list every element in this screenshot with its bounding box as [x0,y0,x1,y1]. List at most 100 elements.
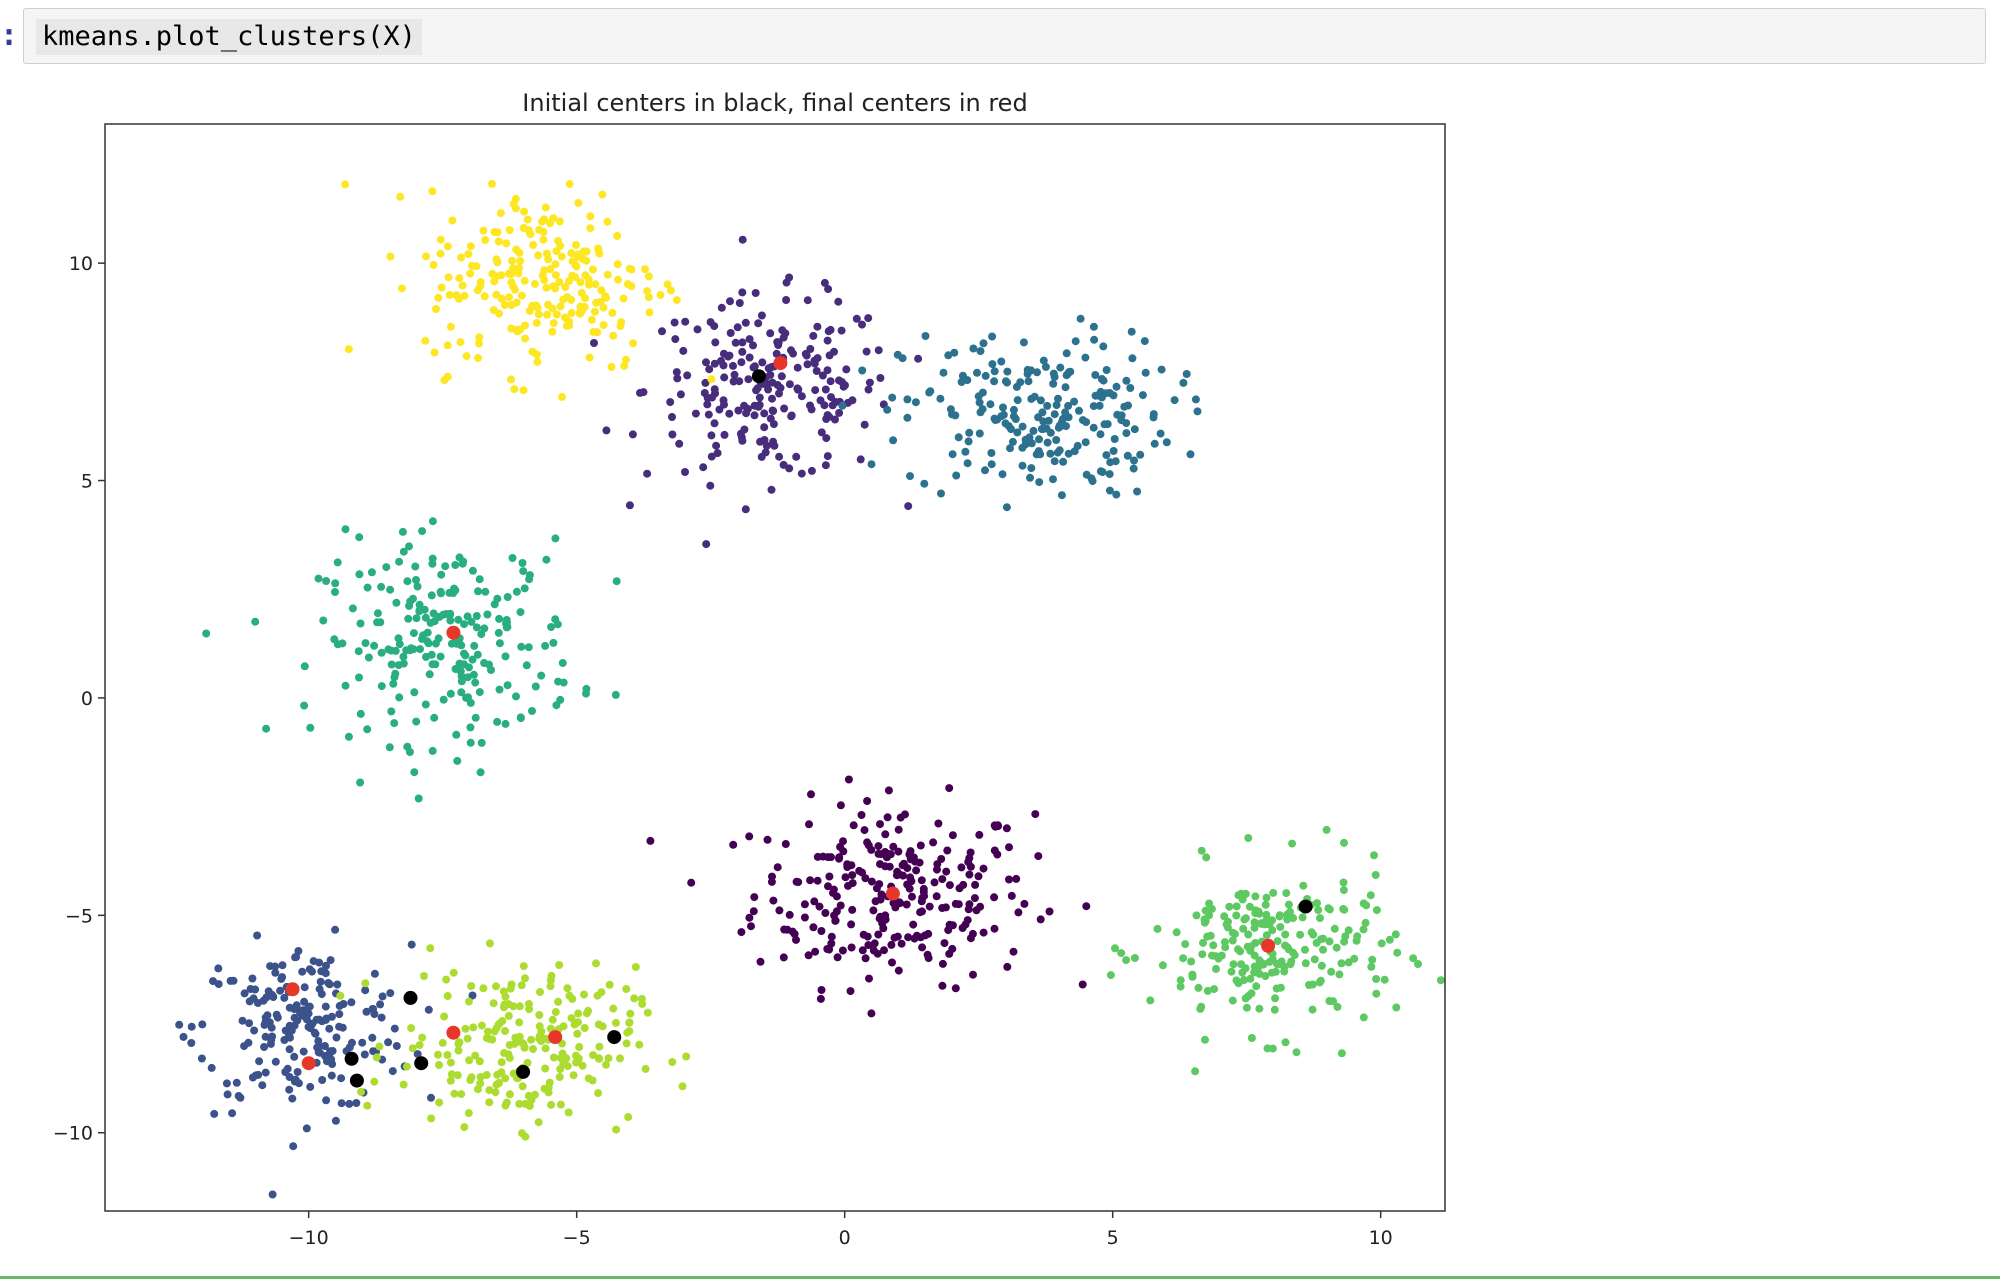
data-point-cluster-4 [389,679,398,688]
data-point-cluster-0 [963,916,972,925]
data-point-cluster-1 [768,394,776,403]
data-point-cluster-0 [847,943,856,952]
data-point-cluster-6 [479,984,488,993]
code-cell[interactable]: kmeans.plot_clusters(X) [23,8,1986,64]
center-markers [285,356,1313,1088]
data-point-cluster-0 [881,915,890,924]
data-point-cluster-2 [302,1124,311,1133]
data-point-cluster-0 [948,944,957,953]
data-point-cluster-1 [681,468,689,476]
data-point-cluster-4 [528,707,536,715]
data-point-cluster-5 [1232,902,1241,911]
data-point-cluster-5 [1187,957,1196,966]
data-point-cluster-5 [1282,889,1291,898]
data-point-cluster-0 [827,932,836,941]
data-point-cluster-0 [968,929,977,938]
data-point-cluster-3 [936,394,945,403]
data-point-cluster-3 [1098,468,1107,477]
data-point-cluster-0 [893,867,902,876]
data-point-cluster-5 [1241,964,1250,973]
data-point-cluster-1 [775,389,783,398]
data-point-cluster-2 [214,980,223,989]
data-point-cluster-7 [551,284,560,293]
data-point-cluster-1 [842,365,851,374]
data-point-cluster-4 [364,653,373,662]
data-point-cluster-7 [586,224,595,233]
data-point-cluster-1 [668,430,677,439]
data-point-cluster-1 [914,354,923,363]
data-point-cluster-6 [492,1024,501,1033]
data-point-cluster-0 [867,877,876,886]
data-point-cluster-4 [457,677,466,686]
data-point-cluster-1 [834,297,843,306]
data-point-cluster-6 [604,1054,613,1063]
data-point-cluster-7 [430,348,439,357]
data-point-cluster-2 [290,1013,299,1022]
data-point-cluster-2 [333,980,342,989]
data-point-cluster-7 [526,229,535,238]
data-point-cluster-3 [997,357,1006,366]
data-point-cluster-4 [361,639,370,648]
data-point-cluster-5 [1146,996,1155,1005]
data-point-cluster-6 [547,1100,556,1109]
data-point-cluster-4 [582,689,590,698]
data-point-cluster-3 [998,470,1007,479]
data-point-cluster-1 [760,409,769,418]
data-point-cluster-5 [1179,954,1188,963]
data-point-cluster-5 [1316,976,1325,985]
data-point-cluster-6 [497,1058,506,1067]
data-point-cluster-7 [552,310,561,319]
data-point-cluster-3 [1091,371,1100,379]
data-point-cluster-2 [384,1038,393,1047]
data-point-cluster-0 [910,934,919,943]
data-point-cluster-4 [437,570,446,579]
data-point-cluster-4 [463,612,472,621]
initial-center-marker [516,1064,531,1079]
data-point-cluster-2 [308,967,316,976]
data-point-cluster-6 [678,1082,687,1091]
data-point-cluster-7 [429,260,438,269]
data-point-cluster-0 [829,888,837,897]
data-point-cluster-5 [1361,918,1370,927]
data-point-cluster-4 [319,616,328,625]
data-point-cluster-2 [388,1067,397,1076]
data-point-cluster-1 [658,327,666,336]
data-point-cluster-5 [1268,1044,1277,1053]
data-point-cluster-7 [497,294,506,303]
data-point-cluster-6 [515,1002,524,1011]
code-input[interactable]: kmeans.plot_clusters(X) [36,19,422,55]
data-point-cluster-2 [427,1093,435,1102]
data-point-cluster-5 [1333,1002,1342,1011]
data-point-cluster-7 [510,385,519,394]
data-point-cluster-2 [222,1079,231,1088]
data-point-cluster-7 [707,375,716,384]
data-point-cluster-7 [584,280,593,289]
data-point-cluster-0 [737,928,746,937]
data-point-cluster-2 [378,992,387,1001]
data-point-cluster-4 [395,640,404,649]
data-point-cluster-6 [357,1087,365,1096]
data-point-cluster-4 [612,577,621,586]
data-point-cluster-4 [611,690,620,699]
data-point-cluster-5 [1344,926,1353,935]
data-point-cluster-7 [464,250,473,259]
data-point-cluster-2 [232,1078,241,1087]
data-point-cluster-5 [1283,943,1292,952]
data-point-cluster-3 [1120,402,1129,411]
data-point-cluster-0 [888,958,896,967]
data-point-cluster-0 [964,858,973,866]
data-point-cluster-0 [804,951,813,960]
data-point-cluster-1 [720,400,728,409]
data-point-cluster-3 [1136,450,1145,459]
data-point-cluster-6 [569,1071,578,1080]
data-point-cluster-6 [549,1053,558,1062]
data-point-cluster-3 [1043,438,1052,447]
data-point-cluster-3 [975,398,984,407]
data-point-cluster-6 [454,1046,463,1055]
data-point-cluster-4 [475,575,484,584]
final-center-marker [301,1056,316,1071]
data-point-cluster-4 [421,700,430,709]
data-point-cluster-4 [341,525,350,534]
data-point-cluster-4 [412,576,420,584]
data-point-cluster-5 [1223,923,1232,932]
